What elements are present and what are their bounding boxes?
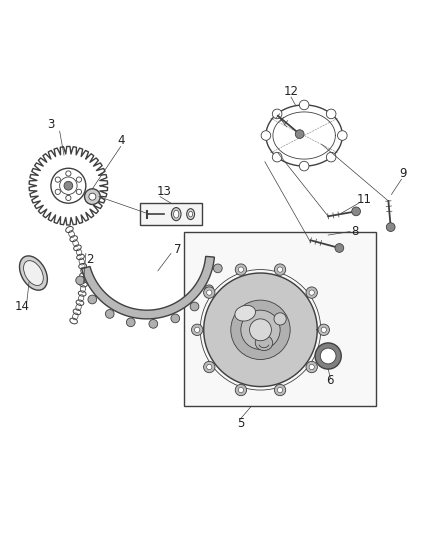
- Circle shape: [190, 302, 199, 311]
- Circle shape: [89, 193, 96, 200]
- Ellipse shape: [189, 211, 193, 217]
- Circle shape: [191, 324, 203, 335]
- Circle shape: [76, 276, 85, 285]
- Circle shape: [55, 189, 60, 195]
- Circle shape: [274, 313, 286, 325]
- Circle shape: [204, 361, 215, 373]
- Text: 11: 11: [357, 193, 371, 206]
- Circle shape: [277, 267, 283, 272]
- Ellipse shape: [187, 208, 194, 220]
- Ellipse shape: [173, 210, 179, 218]
- Circle shape: [309, 365, 314, 370]
- Circle shape: [235, 264, 247, 275]
- Circle shape: [277, 387, 283, 393]
- Circle shape: [272, 152, 282, 162]
- Text: 9: 9: [399, 167, 407, 181]
- Circle shape: [306, 361, 318, 373]
- Circle shape: [315, 343, 341, 369]
- Ellipse shape: [235, 305, 255, 321]
- Circle shape: [299, 161, 309, 171]
- Polygon shape: [81, 256, 214, 319]
- Text: 4: 4: [117, 134, 124, 147]
- Circle shape: [238, 267, 244, 272]
- Text: 13: 13: [157, 185, 172, 198]
- Circle shape: [207, 365, 212, 370]
- Circle shape: [204, 287, 215, 298]
- Text: 6: 6: [327, 374, 334, 386]
- Circle shape: [55, 177, 60, 182]
- Circle shape: [338, 131, 347, 140]
- Circle shape: [76, 177, 81, 182]
- Circle shape: [238, 387, 244, 393]
- Circle shape: [386, 223, 395, 231]
- Circle shape: [274, 264, 286, 275]
- Circle shape: [326, 109, 336, 119]
- Ellipse shape: [20, 256, 47, 290]
- Circle shape: [274, 384, 286, 395]
- Circle shape: [309, 290, 314, 295]
- Circle shape: [272, 109, 282, 119]
- Bar: [184, 231, 376, 406]
- Circle shape: [149, 319, 158, 328]
- Circle shape: [194, 327, 200, 333]
- Bar: [141, 203, 201, 225]
- Circle shape: [76, 189, 81, 195]
- Circle shape: [64, 181, 73, 190]
- Text: 5: 5: [237, 417, 244, 430]
- Circle shape: [295, 130, 304, 139]
- Text: 7: 7: [174, 243, 181, 255]
- Circle shape: [306, 287, 318, 298]
- Circle shape: [85, 189, 100, 205]
- Circle shape: [326, 152, 336, 162]
- Circle shape: [241, 310, 280, 350]
- Polygon shape: [204, 273, 317, 386]
- Circle shape: [88, 295, 97, 304]
- Circle shape: [318, 324, 329, 335]
- Circle shape: [66, 195, 71, 200]
- Circle shape: [321, 327, 326, 333]
- Circle shape: [207, 290, 212, 295]
- Circle shape: [335, 244, 344, 252]
- Ellipse shape: [171, 207, 181, 221]
- Circle shape: [299, 100, 309, 110]
- Text: 12: 12: [284, 85, 299, 99]
- Circle shape: [261, 131, 271, 140]
- Text: 8: 8: [352, 225, 359, 238]
- Circle shape: [235, 384, 247, 395]
- Ellipse shape: [24, 261, 43, 286]
- Circle shape: [213, 264, 222, 273]
- Circle shape: [66, 171, 71, 176]
- Text: 2: 2: [86, 254, 94, 266]
- Circle shape: [171, 314, 180, 323]
- Circle shape: [127, 318, 135, 327]
- Circle shape: [352, 207, 360, 216]
- Text: 3: 3: [47, 118, 55, 131]
- Ellipse shape: [255, 335, 273, 351]
- Circle shape: [250, 319, 272, 341]
- Circle shape: [205, 285, 214, 294]
- Circle shape: [106, 310, 114, 318]
- Text: 14: 14: [15, 300, 30, 313]
- Circle shape: [320, 348, 336, 364]
- Circle shape: [231, 300, 290, 359]
